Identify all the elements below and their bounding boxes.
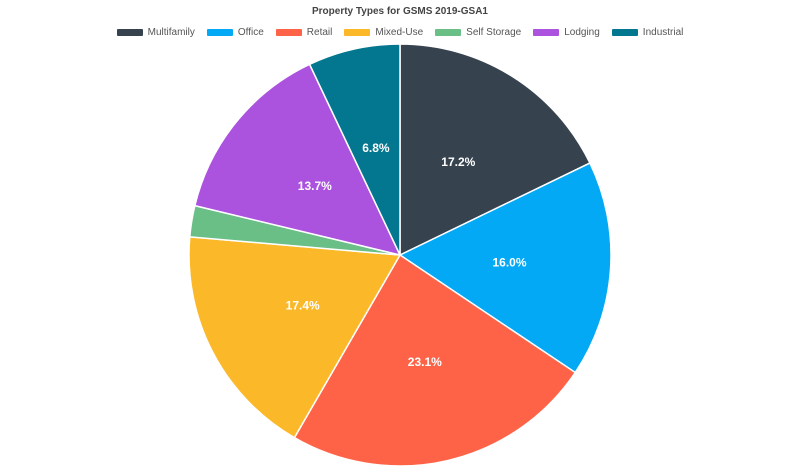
legend-label: Multifamily — [147, 27, 195, 38]
legend-label: Self Storage — [466, 27, 522, 38]
slice-value-label: 6.8% — [362, 141, 390, 155]
slice-value-label: 17.4% — [286, 299, 320, 313]
legend-item[interactable]: Multifamily — [116, 27, 195, 38]
legend-label: Office — [237, 27, 264, 38]
pie-slice-office[interactable] — [398, 162, 612, 374]
legend-swatch — [435, 29, 462, 36]
slice-value-label: 23.1% — [408, 355, 442, 369]
legend-item[interactable]: Industrial — [611, 27, 684, 38]
pie-slice-retail[interactable] — [293, 253, 577, 467]
chart-title: Property Types for GSMS 2019-GSA1 — [312, 6, 488, 17]
pie-slice-lodging[interactable] — [193, 63, 402, 257]
legend-label: Mixed-Use — [375, 27, 424, 38]
slice-value-label: 13.7% — [298, 179, 332, 193]
legend-swatch — [275, 29, 302, 36]
legend-swatch — [116, 29, 143, 36]
pie-slice-multifamily[interactable] — [399, 43, 591, 257]
legend-swatch — [344, 29, 371, 36]
legend-swatch — [533, 29, 560, 36]
chart-legend: Multifamily Office Retail Mixed-Use Self Sto… — [0, 27, 800, 38]
slice-value-label: 17.2% — [441, 155, 475, 169]
slice-value-label: 16.0% — [492, 256, 526, 270]
legend-label: Industrial — [642, 27, 684, 38]
legend-label: Lodging — [564, 27, 600, 38]
legend-item[interactable]: Lodging — [533, 27, 600, 38]
legend-swatch — [611, 29, 638, 36]
legend-item[interactable]: Office — [206, 27, 264, 38]
pie-slice-industrial[interactable] — [308, 43, 401, 256]
legend-label: Retail — [306, 27, 333, 38]
legend-item[interactable]: Self Storage — [435, 27, 521, 38]
legend-item[interactable]: Retail — [275, 27, 333, 38]
legend-item[interactable]: Mixed-Use — [344, 27, 423, 38]
legend-swatch — [206, 29, 233, 36]
pie-slice-mixed-use[interactable] — [188, 236, 402, 439]
